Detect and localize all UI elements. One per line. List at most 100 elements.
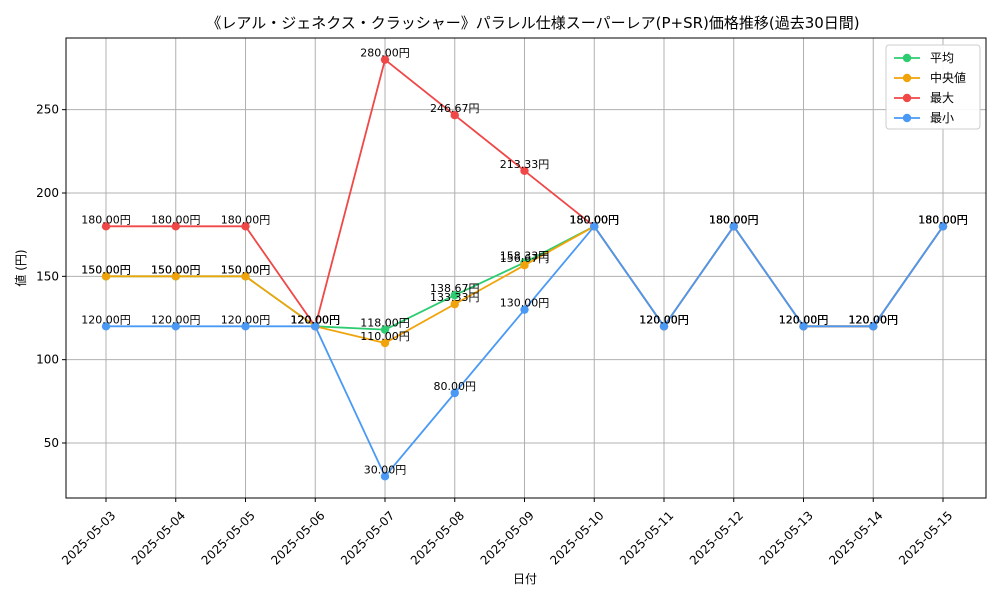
data-label: 120.00円 [849, 313, 899, 326]
data-point [241, 272, 250, 281]
legend-marker [902, 53, 912, 63]
legend-marker [902, 73, 912, 83]
x-tick-label: 2025-05-07 [338, 508, 397, 567]
data-label: 120.00円 [291, 313, 341, 326]
data-label: 180.00円 [570, 213, 620, 226]
data-point [101, 322, 111, 331]
data-label: 180.00円 [709, 213, 759, 226]
data-label: 120.00円 [779, 313, 829, 326]
data-label: 130.00円 [500, 297, 550, 310]
y-tick-label: 50 [44, 436, 59, 450]
legend-label: 中央値 [930, 70, 966, 85]
data-point [450, 388, 459, 398]
data-label: 120.00円 [849, 313, 899, 326]
y-tick-label: 100 [36, 353, 59, 367]
y-tick-label: 150 [36, 269, 59, 283]
y-tick-label: 250 [36, 103, 59, 117]
data-point [311, 322, 320, 331]
data-point [241, 222, 250, 231]
x-tick-label: 2025-05-12 [687, 508, 746, 567]
chart-title: 《レアル・ジェネクス・クラッシャー》パラレル仕様スーパーレア(P+SR)価格推移… [206, 14, 859, 32]
series-layer [101, 55, 948, 481]
data-label: 133.33円 [430, 291, 480, 304]
data-label: 120.00円 [151, 313, 201, 326]
data-label: 180.00円 [709, 213, 759, 226]
legend-label: 最小 [930, 111, 954, 125]
data-label: 246.67円 [430, 102, 480, 115]
data-label: 80.00円 [434, 380, 477, 393]
data-label: 180.00円 [221, 213, 271, 226]
data-point [590, 222, 599, 231]
data-label: 120.00円 [81, 313, 131, 326]
data-label: 138.67円 [430, 282, 480, 295]
data-label: 150.00円 [81, 263, 131, 276]
y-tick-label: 200 [36, 186, 59, 200]
data-label: 180.00円 [709, 213, 759, 226]
data-label: 156.67円 [500, 252, 550, 265]
data-point [380, 472, 390, 481]
data-label: 120.00円 [779, 313, 829, 326]
x-tick-label: 2025-05-06 [268, 508, 327, 567]
data-label: 30.00円 [364, 463, 407, 476]
x-tick-label: 2025-05-10 [547, 508, 606, 567]
data-label: 280.00円 [360, 47, 410, 60]
data-label: 120.00円 [779, 313, 829, 326]
data-point [450, 299, 459, 309]
y-axis-label: 値 (円) [13, 249, 28, 286]
data-label: 110.00円 [360, 330, 410, 343]
data-label: 120.00円 [221, 313, 271, 326]
data-label: 120.00円 [291, 313, 341, 326]
data-point [380, 325, 390, 334]
x-tick-label: 2025-05-09 [478, 508, 537, 567]
data-point [101, 222, 111, 231]
data-label: 150.00円 [81, 263, 131, 276]
data-point [520, 305, 529, 314]
x-tick-label: 2025-05-05 [199, 508, 258, 567]
data-point [869, 322, 878, 331]
data-label: 180.00円 [81, 213, 131, 226]
legend-label: 平均 [930, 51, 954, 65]
x-tick-label: 2025-05-03 [59, 508, 118, 567]
x-tick-label: 2025-05-15 [896, 508, 955, 567]
x-tick-label: 2025-05-14 [826, 508, 885, 567]
data-label: 180.00円 [570, 213, 620, 226]
data-label: 213.33円 [500, 158, 550, 171]
legend-box [885, 44, 981, 130]
x-tick-label: 2025-05-08 [408, 508, 467, 567]
data-label: 180.00円 [570, 213, 620, 226]
data-label: 180.00円 [918, 213, 968, 226]
data-point [520, 166, 529, 175]
data-point [799, 322, 808, 331]
data-label: 118.00円 [360, 317, 410, 330]
legend-marker [902, 113, 912, 123]
data-label: 150.00円 [221, 263, 271, 276]
data-label: 120.00円 [291, 313, 341, 326]
data-label: 120.00円 [639, 313, 689, 326]
data-label: 180.00円 [918, 213, 968, 226]
data-label: 150.00円 [151, 263, 201, 276]
x-tick-label: 2025-05-04 [129, 508, 188, 567]
data-point [450, 111, 459, 120]
data-label: 120.00円 [849, 313, 899, 326]
data-point [241, 322, 250, 331]
data-label: 180.00円 [570, 213, 620, 226]
x-tick-label: 2025-05-13 [757, 508, 816, 567]
data-point [171, 322, 180, 331]
data-label: 180.00円 [709, 213, 759, 226]
data-label: 158.33円 [500, 249, 550, 262]
data-label: 180.00円 [918, 213, 968, 226]
data-label: 180.00円 [918, 213, 968, 226]
data-point [380, 55, 390, 64]
data-label: 120.00円 [849, 313, 899, 326]
data-point [171, 272, 180, 281]
data-labels: 150.00円 150.00円 150.00円 120.00円 118.00円 138.6… [81, 47, 968, 477]
data-point [659, 322, 669, 331]
data-point [101, 272, 111, 281]
x-axis-label: 日付 [513, 572, 537, 586]
data-point [450, 291, 459, 300]
plot-frame [65, 37, 987, 499]
data-point [729, 222, 738, 231]
data-label: 120.00円 [639, 313, 689, 326]
